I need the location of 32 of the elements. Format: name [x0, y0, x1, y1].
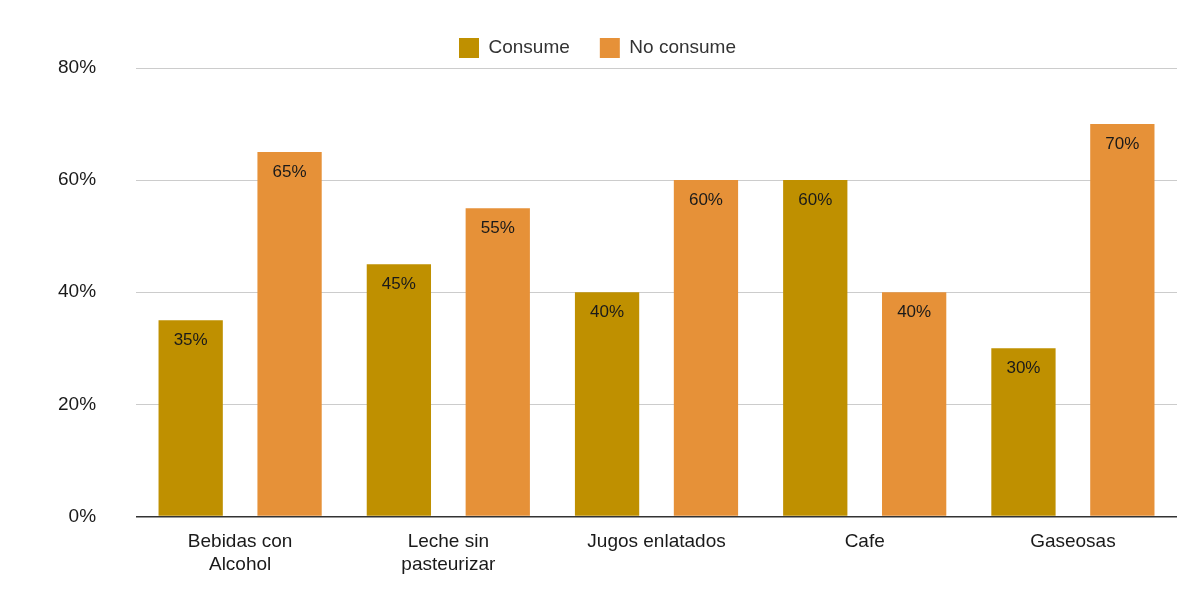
y-tick-label: 60% [58, 168, 97, 190]
bar [574, 292, 640, 516]
legend-label: No consume [629, 36, 736, 58]
bar [366, 264, 432, 516]
y-tick-label: 40% [58, 280, 97, 302]
bar [991, 348, 1056, 516]
bar [257, 152, 322, 516]
data-label: 55% [480, 218, 515, 238]
x-tick-label: Cafe [844, 530, 885, 552]
data-label: 60% [798, 190, 833, 210]
data-label: 40% [897, 302, 932, 322]
data-label: 65% [272, 162, 307, 182]
x-tick-label: Gaseosas [1030, 530, 1116, 552]
bar [158, 320, 223, 516]
x-tick-label: Bebidas con Alcohol [187, 530, 293, 574]
data-label: 40% [590, 302, 625, 322]
bar [673, 180, 739, 516]
bar [1090, 124, 1155, 516]
data-label: 35% [173, 330, 208, 350]
bar [882, 292, 947, 516]
data-label: 45% [381, 274, 416, 294]
legend-label: Consume [488, 36, 570, 58]
x-tick-label: Leche sin pasteurizar [401, 530, 496, 574]
y-tick-label: 80% [58, 56, 97, 78]
y-tick-label: 0% [68, 504, 97, 526]
bar [783, 180, 848, 516]
data-label: 30% [1006, 358, 1041, 378]
data-label: 70% [1105, 134, 1140, 154]
x-tick-label: Jugos enlatados [587, 530, 726, 552]
bar [465, 208, 530, 516]
data-label: 60% [688, 190, 723, 210]
y-tick-label: 20% [58, 392, 97, 414]
